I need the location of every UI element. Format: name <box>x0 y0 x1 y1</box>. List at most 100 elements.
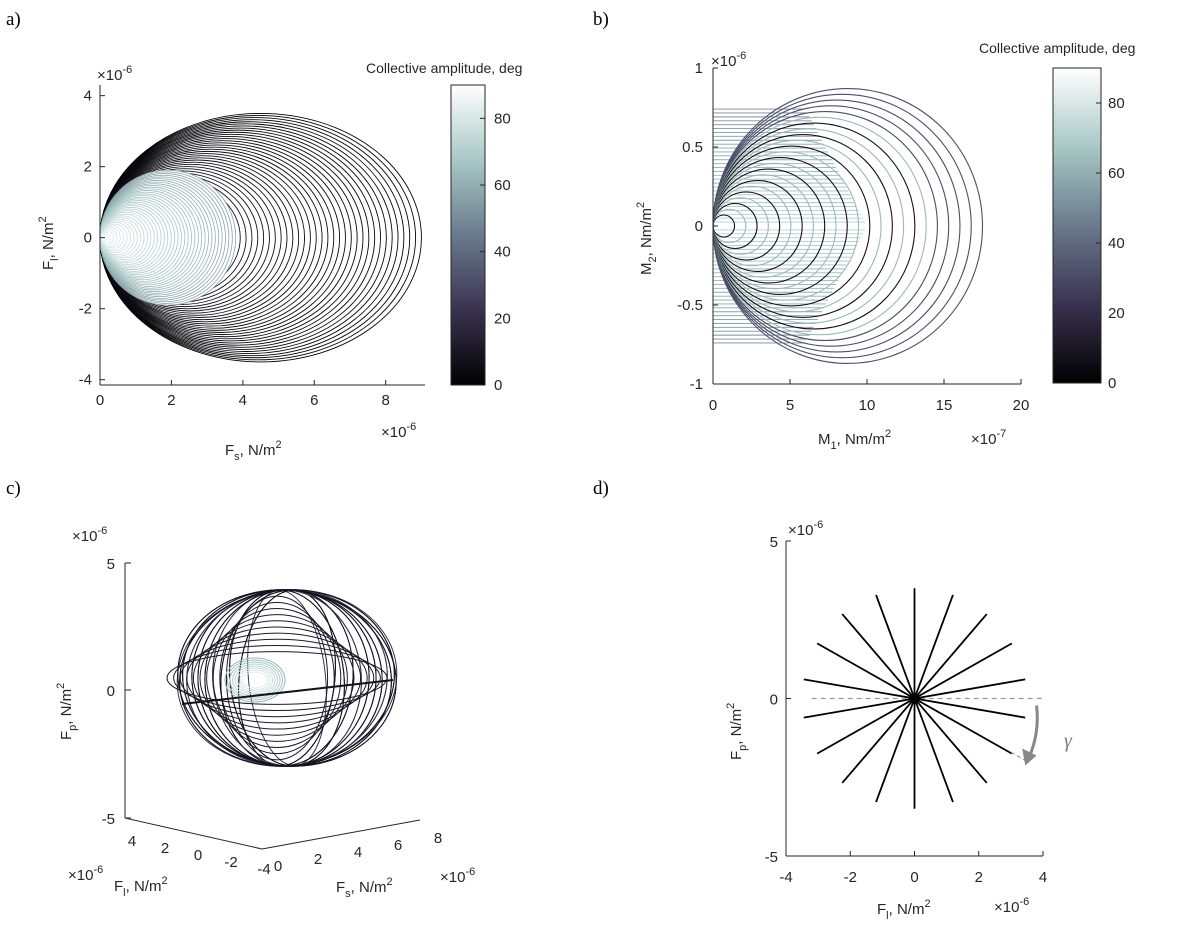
panel-d-axes: -4 -2 0 2 4 -5 0 5 <box>765 534 1048 886</box>
panel-c-curves <box>166 589 398 767</box>
panel-c-ytick-label: 0 <box>194 847 202 864</box>
panel-d-ytick-label: 0 <box>770 692 778 709</box>
panel-c-orbit <box>176 589 398 767</box>
panel-b-colorbar-title: Collective amplitude, deg <box>979 40 1135 56</box>
panel-b-ellipse <box>713 99 961 353</box>
panel-c-inner-orbit <box>237 667 273 693</box>
panel-a-inner-ellipse <box>100 193 189 282</box>
panel-b-ellipse <box>713 105 950 347</box>
panel-b-xlabel: M1, Nm/m2 <box>818 428 891 452</box>
panel-a-ellipse <box>100 136 358 340</box>
panel-a-cb-tick-label: 20 <box>494 310 511 327</box>
panel-c-xtick-label: 6 <box>394 837 402 854</box>
panel-b: 0 5 10 15 20 -1 -0.5 0 0.5 1 ×10-6 ×10-7 M1, Nm/m… <box>635 40 1135 452</box>
panel-a-inner-ellipse <box>100 201 172 274</box>
panel-c-inner-orbit <box>224 657 286 703</box>
panel-c-y-axis <box>124 817 263 850</box>
panel-a-ellipse <box>100 131 370 344</box>
panel-a-colorbar-ticks: 0 20 40 60 80 <box>480 110 511 394</box>
panel-c-ytick-label: -4 <box>257 861 270 878</box>
panel-d-xtick-label: -4 <box>779 869 792 886</box>
panel-b-ellipse <box>713 116 927 336</box>
panel-a-ellipse <box>100 144 335 331</box>
panel-b-ytick-label: 1 <box>695 60 703 77</box>
panel-d-gamma-arrowhead <box>1022 748 1037 766</box>
panel-c-z-exponent: ×10-6 <box>72 525 107 545</box>
panel-b-cb-tick-label: 40 <box>1108 235 1125 252</box>
panel-a-inner-ellipse <box>100 228 118 247</box>
panel-a-ellipse <box>100 166 276 310</box>
panel-a-ellipse <box>100 163 282 312</box>
panel-c-y-exponent: ×10-6 <box>68 864 103 884</box>
panel-a-inner-ellipse <box>100 220 135 255</box>
panel-a-inner-ellipse <box>100 176 223 299</box>
panel-a-ellipse <box>100 142 341 333</box>
panel-b-cb-tick-label: 60 <box>1108 165 1125 182</box>
panel-b-ytick-label: -1 <box>690 376 703 393</box>
panel-a-inner-ellipse <box>100 203 169 272</box>
panel-b-ytick-label: 0.5 <box>682 139 703 156</box>
panel-d-ytick-label: -5 <box>765 849 778 866</box>
panel-b-ellipse <box>713 156 848 296</box>
panel-a-ellipse <box>100 157 300 318</box>
panel-b-ylabel: M2, Nm/m2 <box>635 202 659 275</box>
panel-a-cb-tick-label: 0 <box>494 377 502 394</box>
panel-a-inner-ellipse <box>100 174 226 301</box>
panel-d-xlabel: Fl, N/m2 <box>877 898 931 922</box>
panel-a-inner-ellipse <box>100 215 145 260</box>
panel-b-xtick-label: 0 <box>709 397 717 414</box>
panel-a-curves <box>100 112 422 363</box>
panel-a-inner-ellipse <box>100 181 213 294</box>
panel-a-inner-ellipse <box>100 222 131 254</box>
panel-b-xtick-label: 10 <box>859 397 876 414</box>
panel-b-ellipse <box>713 162 837 290</box>
panel-a-ellipse <box>100 170 265 305</box>
panel-c-orbit <box>179 638 375 718</box>
panel-a-ellipse <box>100 121 399 354</box>
panel-a: 0 2 4 6 8 -4 -2 0 2 4 ×10-6 ×10-6 Fs, N/m2 Fl, N/… <box>37 60 522 463</box>
panel-a-ellipse <box>100 133 364 342</box>
panel-a-ellipse <box>100 115 416 361</box>
panel-a-xtick-label: 8 <box>382 392 390 409</box>
panel-a-inner-ellipse <box>100 178 220 298</box>
panel-a-xlabel: Fs, N/m2 <box>225 439 282 463</box>
panel-b-ellipse <box>713 185 792 267</box>
panel-label-c: c) <box>6 478 21 499</box>
panel-a-ellipse <box>100 138 352 338</box>
panel-c-orbit <box>192 626 362 730</box>
panel-b-ellipse <box>713 208 747 244</box>
panel-a-ellipse <box>100 125 387 350</box>
panel-a-ellipse <box>100 123 393 352</box>
panel-b-curves <box>713 88 984 364</box>
panel-b-xtick-label: 20 <box>1013 397 1030 414</box>
panel-a-ellipse <box>100 148 323 327</box>
panel-b-ellipse <box>713 111 938 341</box>
panel-a-xtick-label: 0 <box>96 392 104 409</box>
panel-a-inner-ellipse <box>100 196 182 279</box>
panel-c-inner-orbit <box>239 669 271 691</box>
panel-a-xtick-label: 2 <box>167 392 175 409</box>
panel-c-orbit <box>229 589 345 767</box>
panel-c-orbit <box>212 607 342 749</box>
panel-a-axes: 0 2 4 6 8 -4 -2 0 2 4 <box>79 85 425 409</box>
panel-c-orbit <box>225 595 329 761</box>
panel-a-inner-ellipse <box>100 191 192 284</box>
panel-a-ellipse <box>100 117 411 359</box>
panel-c-xlabel: Fs, N/m2 <box>336 876 393 900</box>
panel-c-inner-orbit <box>227 659 283 701</box>
panel-a-cb-tick-label: 80 <box>494 110 511 127</box>
panel-b-ellipse <box>713 197 769 255</box>
panel-a-ellipse <box>100 159 294 316</box>
panel-a-inner-ellipse <box>100 188 199 287</box>
panel-b-colorbar <box>1052 67 1102 384</box>
panel-b-ellipse <box>713 122 916 330</box>
panel-d: -4 -2 0 2 4 -5 0 5 ×10-6 ×10-6 Fl, N/m2 Fp, N/m… <box>725 519 1073 922</box>
panel-a-inner-ellipse <box>100 200 176 276</box>
panel-a-xtick-label: 4 <box>239 392 247 409</box>
panel-b-cb-tick-label: 80 <box>1108 95 1125 112</box>
panel-b-xtick-label: 5 <box>786 397 794 414</box>
panel-b-ellipse <box>713 179 803 273</box>
panel-c-orbit <box>247 589 327 767</box>
